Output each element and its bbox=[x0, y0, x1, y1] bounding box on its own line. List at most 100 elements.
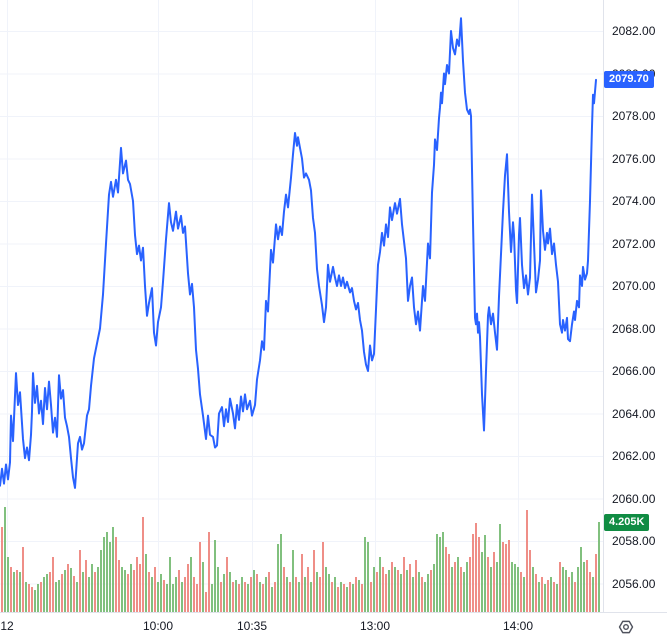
volume-bar bbox=[250, 577, 252, 612]
volume-bar bbox=[517, 567, 519, 612]
price-tick-label: 2062.00 bbox=[612, 449, 656, 463]
volume-bar bbox=[535, 574, 537, 612]
volume-bar bbox=[349, 582, 351, 612]
volume-bar bbox=[559, 562, 561, 612]
volume-bar bbox=[346, 587, 348, 612]
volume-bar bbox=[253, 570, 255, 612]
volume-bar bbox=[457, 557, 459, 612]
volume-bar bbox=[355, 577, 357, 612]
volume-bar bbox=[226, 557, 228, 612]
price-tick-label: 2072.00 bbox=[612, 236, 656, 251]
volume-bar bbox=[547, 580, 549, 612]
price-axis[interactable]: 2079.70 4.205K 2082.002080.002078.002076… bbox=[604, 0, 667, 612]
volume-bar bbox=[1, 527, 3, 612]
volume-bar bbox=[304, 577, 306, 612]
volume-bar bbox=[343, 584, 345, 612]
volume-bar bbox=[64, 570, 66, 612]
volume-bar bbox=[397, 570, 399, 612]
volume-bar bbox=[307, 567, 309, 612]
price-tick-label: 2078.00 bbox=[612, 109, 656, 123]
volume-bar bbox=[409, 564, 411, 612]
volume-bar bbox=[574, 582, 576, 612]
volume-bar bbox=[334, 577, 336, 612]
volume-bar bbox=[208, 532, 210, 612]
volume-bar bbox=[259, 582, 261, 612]
price-tick-label: 2066.00 bbox=[612, 364, 656, 378]
volume-bar bbox=[550, 577, 552, 612]
volume-bar bbox=[4, 507, 6, 612]
volume-bar bbox=[526, 510, 528, 612]
volume-bar bbox=[553, 582, 555, 612]
volume-bar bbox=[370, 582, 372, 612]
last-price-badge: 2079.70 bbox=[604, 71, 654, 89]
volume-bar bbox=[97, 567, 99, 612]
volume-bar bbox=[187, 564, 189, 612]
volume-bar bbox=[385, 574, 387, 612]
volume-bar bbox=[232, 582, 234, 612]
volume-bar bbox=[406, 570, 408, 612]
volume-bar bbox=[136, 557, 138, 612]
volume-bar bbox=[586, 560, 588, 612]
volume-bar bbox=[340, 582, 342, 612]
volume-bar bbox=[448, 554, 450, 612]
volume-bar bbox=[205, 592, 207, 612]
volume-bar bbox=[7, 557, 9, 612]
volume-bar bbox=[469, 557, 471, 612]
volume-bar bbox=[214, 540, 216, 612]
volume-bar bbox=[286, 577, 288, 612]
volume-bar bbox=[13, 572, 15, 612]
volume-bar bbox=[31, 587, 33, 612]
last-volume-badge: 4.205K bbox=[604, 513, 650, 531]
volume-bar bbox=[325, 567, 327, 612]
volume-bar bbox=[430, 570, 432, 612]
volume-bar bbox=[295, 577, 297, 612]
volume-bar bbox=[175, 577, 177, 612]
volume-bar bbox=[55, 582, 57, 612]
volume-bar bbox=[595, 554, 597, 612]
volume-bar bbox=[418, 572, 420, 612]
volume-bar bbox=[247, 584, 249, 612]
volume-bar bbox=[220, 582, 222, 612]
volume-bar bbox=[241, 577, 243, 612]
volume-bar bbox=[268, 572, 270, 612]
volume-bar bbox=[190, 557, 192, 612]
volume-bar bbox=[439, 537, 441, 612]
volume-bar bbox=[112, 527, 114, 612]
volume-bar bbox=[166, 584, 168, 612]
volume-bar bbox=[328, 574, 330, 612]
time-axis[interactable]: 12 10:00 10:35 13:00 14:00 bbox=[0, 613, 603, 640]
volume-bar bbox=[103, 537, 105, 612]
volume-bar bbox=[376, 572, 378, 612]
volume-bar bbox=[139, 564, 141, 612]
volume-bar bbox=[508, 540, 510, 612]
volume-bar bbox=[289, 582, 291, 612]
volume-bar bbox=[481, 552, 483, 612]
price-line-series bbox=[0, 17, 597, 489]
volume-bar bbox=[598, 522, 600, 612]
volume-bar bbox=[211, 584, 213, 612]
price-tick-label: 2058.00 bbox=[612, 534, 656, 548]
volume-bar bbox=[319, 577, 321, 612]
volume-bar bbox=[562, 567, 564, 612]
volume-bar bbox=[298, 582, 300, 612]
axis-settings-gear-icon[interactable] bbox=[617, 618, 635, 636]
volume-bar bbox=[85, 560, 87, 612]
volume-bar bbox=[484, 535, 486, 612]
volume-bar bbox=[283, 567, 285, 612]
volume-bar bbox=[193, 577, 195, 612]
time-tick-label: 14:00 bbox=[502, 619, 534, 633]
axis-separators bbox=[0, 0, 667, 613]
volume-bar bbox=[478, 537, 480, 612]
volume-bar bbox=[49, 572, 51, 612]
volume-bar bbox=[106, 532, 108, 612]
volume-bar bbox=[400, 574, 402, 612]
volume-bar bbox=[511, 562, 513, 612]
volume-bar bbox=[352, 584, 354, 612]
volume-bar bbox=[178, 570, 180, 612]
volume-bar bbox=[124, 570, 126, 612]
volume-bar bbox=[25, 582, 27, 612]
volume-bar bbox=[157, 582, 159, 612]
volume-bar bbox=[436, 534, 438, 612]
